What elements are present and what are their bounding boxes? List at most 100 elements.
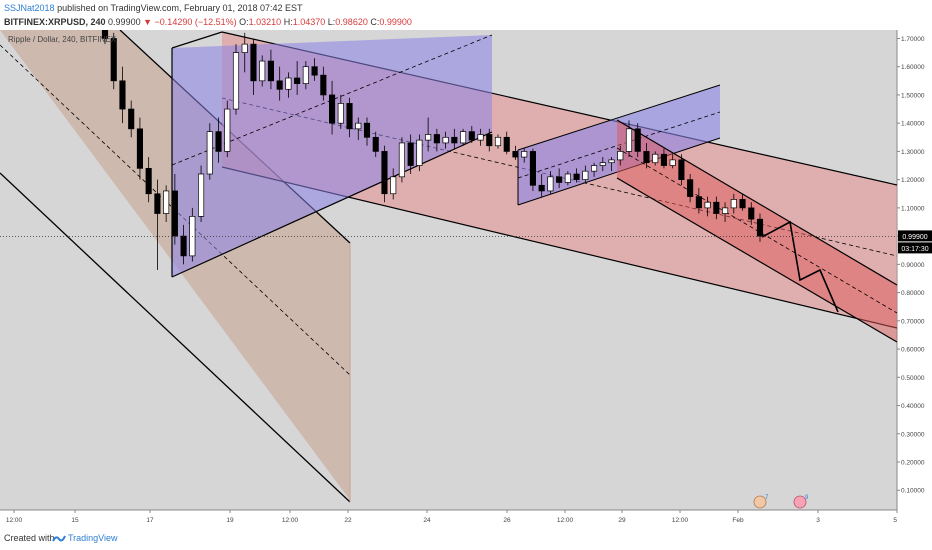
candle-bear[interactable] [372,136,379,152]
candle-bull[interactable] [460,131,467,144]
chart-legend[interactable]: Ripple / Dollar, 240, BITFINEX [8,35,117,44]
projection-path[interactable] [761,220,839,313]
candle-bull[interactable] [521,151,528,158]
candle-bear[interactable] [101,30,109,39]
candle-bull[interactable] [730,199,737,209]
candle-bear[interactable] [136,128,143,169]
candle-bull[interactable] [390,176,397,195]
candle-bear[interactable] [154,193,161,214]
candle-bear[interactable] [486,134,493,147]
candle-bull[interactable] [608,159,615,164]
candle-bull[interactable] [625,128,633,152]
candle-bull[interactable] [722,207,729,214]
y-tick-label: 1.30000 [901,149,925,156]
x-tick-label: 26 [503,517,511,524]
candle-bear[interactable] [538,184,545,192]
candle-bear[interactable] [643,151,650,164]
candle-bull[interactable] [425,134,432,141]
candle-bear[interactable] [346,103,353,130]
event-flag-1[interactable]: 7 [753,495,769,509]
candle-bull[interactable] [285,77,292,90]
candle-bull[interactable] [206,131,213,175]
candle-bear[interactable] [128,108,135,130]
candle-bull[interactable] [355,122,362,130]
candle-bear[interactable] [119,80,126,110]
candle-bear[interactable] [276,80,283,90]
y-tick-label: 1.10000 [901,205,925,212]
candle-bull[interactable] [599,162,606,166]
us-flag-event-icon[interactable] [793,495,807,509]
candle-bull[interactable] [591,165,598,172]
candle-bear[interactable] [678,159,685,180]
event-flag-2[interactable]: 9 [793,495,809,509]
candle-bull[interactable] [259,60,266,82]
candle-bear[interactable] [660,153,667,166]
candle-bear[interactable] [634,128,641,152]
low-label: L: [327,17,336,27]
open-value: 1.03210 [248,17,282,27]
x-tick-label: 12:00 [557,517,574,524]
candle-bull[interactable] [582,170,589,180]
candle-bear[interactable] [215,131,222,152]
candle-bear[interactable] [687,179,694,197]
candle-bull[interactable] [198,173,205,217]
candle-bear[interactable] [407,142,414,166]
candle-bear[interactable] [311,66,318,76]
candle-bull[interactable] [302,66,309,84]
candle-bull[interactable] [669,159,676,166]
channel-blue-left[interactable] [172,35,492,277]
candle-bull[interactable] [337,103,344,124]
footer: Created with TradingView [0,528,932,550]
candle-bear[interactable] [468,131,475,141]
candle-bear[interactable] [381,151,388,195]
candle-bull[interactable] [163,190,170,214]
candle-bull[interactable] [241,43,248,53]
candle-bull[interactable] [704,201,711,209]
channel-blue-right-upper-line [517,84,721,151]
time-axis[interactable] [0,510,897,528]
candle-bear[interactable] [294,77,301,84]
candle-bear[interactable] [145,168,152,195]
price-chart[interactable]: 1.70000 1.60000 1.50000 1.40000 1.30000 1.200… [0,30,932,528]
open-label: O: [239,17,249,27]
candle-bear[interactable] [756,218,764,237]
candle-bull[interactable] [564,173,571,183]
candle-bear[interactable] [433,134,440,144]
candle-bear[interactable] [503,136,510,152]
candle-bear[interactable] [320,74,327,96]
candle-bear[interactable] [512,151,519,158]
price-axis[interactable] [897,30,932,528]
candle-bear[interactable] [110,38,117,82]
candle-bull[interactable] [652,153,659,164]
candle-bull[interactable] [477,134,484,141]
candle-bear[interactable] [713,201,720,214]
candle-bear[interactable] [267,60,274,82]
candle-bear[interactable] [739,199,746,209]
us-flag-event-icon[interactable] [753,495,767,509]
candle-bear[interactable] [573,173,580,180]
candle-bull[interactable] [224,108,231,152]
candle-bear[interactable] [180,235,187,257]
last-price: 0.99900 [108,17,141,27]
candle-bear[interactable] [329,94,336,124]
publish-line: SSJNat2018 published on TradingView.com,… [4,3,303,13]
candle-bear[interactable] [529,151,536,186]
candle-bull[interactable] [416,139,423,166]
candle-bull[interactable] [547,176,554,192]
tradingview-brand[interactable]: TradingView [68,533,118,543]
candle-bull[interactable] [398,142,405,178]
candle-bear[interactable] [363,122,371,138]
high-value: 1.04370 [292,17,326,27]
candle-bear[interactable] [250,43,257,82]
candle-bull[interactable] [442,136,449,144]
candle-bear[interactable] [451,136,458,144]
candle-bear[interactable] [171,190,178,237]
candle-bull[interactable] [617,151,624,161]
candle-bear[interactable] [556,176,563,183]
candle-bear[interactable] [748,207,755,220]
author-link[interactable]: SSJNat2018 [4,3,55,13]
candle-bear[interactable] [695,196,702,209]
candle-bull[interactable] [232,52,240,110]
candlestick-series[interactable] [101,30,764,270]
candle-bull[interactable] [494,136,502,147]
